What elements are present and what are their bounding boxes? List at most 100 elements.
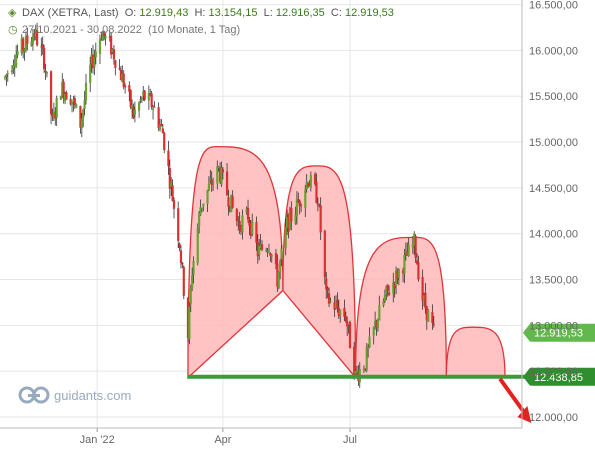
candle-body [235,208,238,222]
candle-body [279,260,282,272]
candle-body [372,327,375,336]
candle-body [52,111,55,119]
candle-body [432,323,435,326]
candle-body [207,183,211,191]
candle-body [90,54,93,65]
candle-body [336,300,339,309]
candle-body [108,36,111,38]
candle-body [167,150,170,167]
candle-body [354,370,357,375]
candle-body [404,250,407,253]
candle-body [63,93,67,102]
candle-body [212,181,215,183]
candle-body [231,196,234,208]
candle-body [309,174,312,188]
candle-body [383,294,387,302]
candle-body [172,200,176,209]
x-tick-label: Jan '22 [80,434,115,446]
candle-body [241,215,244,232]
candle-body [260,244,264,250]
candle-body [403,254,406,274]
candle-body [44,70,47,73]
candle-body [82,109,85,119]
candle-body [161,128,164,134]
candle-body [89,64,92,83]
candle-body [387,292,391,295]
candle-body [346,321,349,327]
candle-body [382,300,385,306]
candle-body [378,305,381,321]
x-tick-label: Jul [343,434,357,446]
candle-body [3,76,7,78]
candle-body [365,347,368,371]
candle-body [306,182,310,187]
candle-body [305,181,308,190]
candle-body [51,114,54,117]
candle-body [202,203,205,207]
annotations: 12.919,53 12.438,85 [187,323,595,424]
candle-body [288,209,292,230]
candle-body [36,30,39,46]
candle-body [200,207,204,209]
candle-body [256,242,259,257]
candle-body [245,208,248,213]
y-tick-label: 16.500,00 [529,0,578,12]
projected-shoulder [445,326,506,379]
candle-body [171,185,174,201]
y-tick-label: 12.500,00 [529,366,578,378]
candle-body [198,213,201,227]
candle-body [199,207,202,216]
candle-body [80,118,83,129]
candle-body [118,68,121,70]
candle-body [49,71,53,115]
candle-body [12,65,15,70]
watermark-text: guidants.com [54,387,132,403]
candle-body [417,262,420,280]
candle-body [94,51,97,58]
candle-body [119,69,123,81]
candle-body [347,324,350,326]
head-and-shoulders-pattern [187,145,506,380]
candle-body [151,108,155,110]
y-tick-label: 15.500,00 [529,91,578,103]
candle-body [246,207,250,220]
candle-body [114,60,117,68]
candle-body [177,208,180,241]
candle-body [186,298,190,338]
price-badge-label: 12.438,85 [534,372,583,384]
close-label: C: [330,7,342,19]
candle-body [196,227,199,264]
candle-body [353,346,356,377]
high-value: 13.154,15 [208,7,258,19]
candle-body [259,243,262,249]
candle-body [325,278,328,290]
candle-body [23,48,26,52]
candle-body [287,214,290,232]
candle-body [220,167,223,185]
candle-body [129,90,132,108]
candle-body [133,109,136,116]
candle-body [62,81,65,99]
candle-body [103,31,106,37]
candle-body [24,36,28,51]
candle-body [318,205,321,207]
candle-body [59,96,62,100]
candle-body [163,132,166,151]
candle-body [72,99,75,103]
price-badge-label: 12.919,53 [534,328,583,340]
candle-body [406,252,409,256]
range-line: ◷ 27.10.2021 - 30.08.2022 (10 Monate, 1 T… [8,23,240,36]
candle-body [337,307,340,317]
candle-body [297,199,300,203]
candle-body [237,223,240,225]
price-badge [530,323,595,342]
candle-body [13,64,16,67]
candle-body [385,286,388,294]
candle-body [270,254,273,257]
candle-body [30,41,33,46]
candle-body [299,205,303,207]
candle-body [206,189,209,205]
candle-body [269,253,272,256]
candle-body [225,171,229,196]
